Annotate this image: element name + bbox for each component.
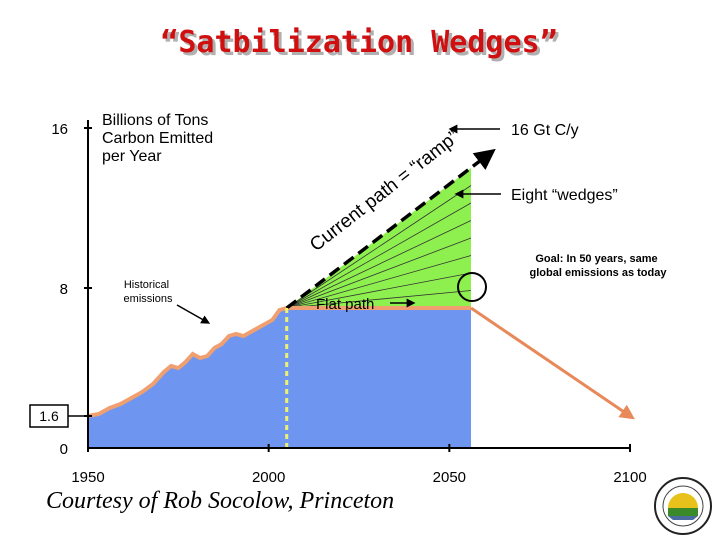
wedge-divider-line: [286, 202, 472, 309]
historical-label: Historical emissions: [124, 279, 173, 305]
y-tick-label: 8: [60, 281, 68, 298]
goal-circle: [457, 272, 487, 302]
carbon-mitigation-logo: [654, 477, 712, 535]
y-tick-label: 1.6: [39, 408, 59, 424]
historical-emissions-area: [88, 308, 472, 448]
y-tick-label: 0: [60, 441, 68, 458]
wedge-divider-line: [286, 290, 472, 309]
wedge-divider-line: [286, 185, 472, 309]
x-tick-label: 2050: [433, 469, 466, 486]
wedges-label: Eight “wedges”: [511, 187, 618, 204]
top-rate-label: 16 Gt C/y: [511, 122, 579, 139]
goal-label: Goal: In 50 years, same global emissions…: [530, 253, 668, 279]
x-tick-label: 2100: [613, 469, 646, 486]
wedge-divider-line: [286, 272, 472, 309]
chart-title: “Satbilization Wedges”: [160, 25, 557, 60]
axes: 0 1.6 8 16 1950 2000 2050 2100: [29, 120, 647, 486]
y-tick-label: 16: [51, 121, 68, 138]
wedge-divider-line: [286, 220, 472, 309]
chart-title-shadow: “Satbilization Wedges”: [163, 28, 560, 63]
x-tick-label: 1950: [71, 469, 104, 486]
path-lines: [87, 148, 635, 448]
current-path-ramp-line: [285, 148, 496, 310]
credit-text: Courtesy of Rob Socolow, Princeton: [46, 488, 395, 514]
wedge-divider-line: [286, 255, 472, 309]
wedge-divider-line: [286, 237, 472, 309]
x-tick-label: 2000: [252, 469, 285, 486]
y-axis-label: Billions of Tons Carbon Emitted per Year: [102, 112, 218, 165]
historical-arrow: [176, 304, 211, 324]
historical-emissions-line: [87, 306, 288, 418]
flat-path-label: Flat path: [316, 296, 374, 313]
historical-area: [88, 308, 472, 448]
goal-path-line: [470, 306, 635, 420]
